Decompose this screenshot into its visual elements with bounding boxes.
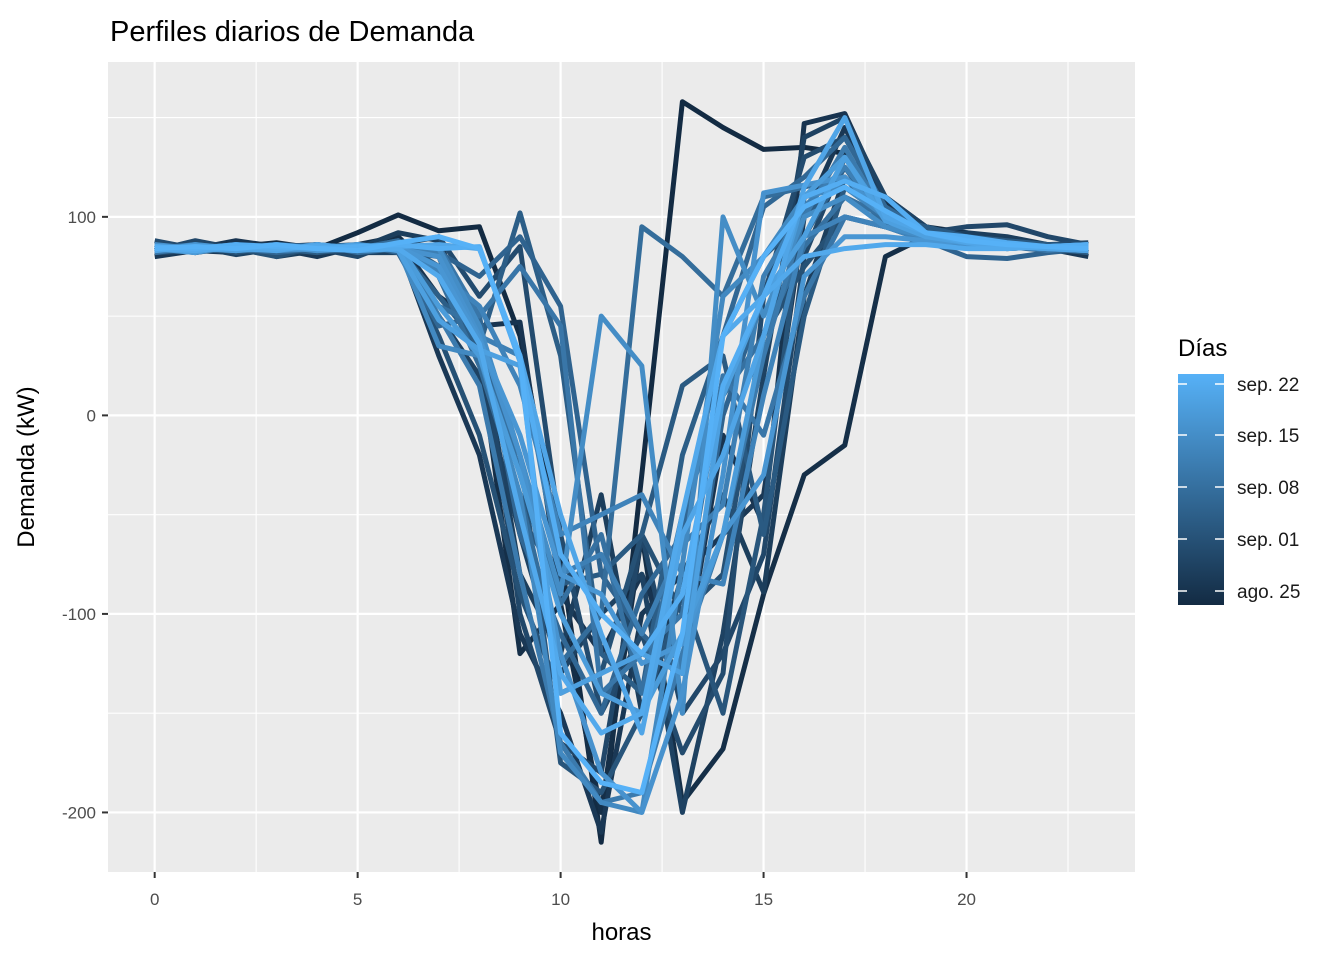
x-tick-label: 10 xyxy=(551,890,570,909)
y-axis-title: Demanda (kW) xyxy=(13,386,40,547)
x-tick-label: 0 xyxy=(150,890,159,909)
chart-title: Perfiles diarios de Demanda xyxy=(110,16,475,48)
x-tick-label: 15 xyxy=(754,890,773,909)
y-tick-label: -200 xyxy=(62,803,96,822)
legend-colorbar xyxy=(1178,374,1224,605)
legend-label: sep. 15 xyxy=(1237,426,1299,447)
legend-ticks: sep. 22 sep. 15 sep. 08 sep. 01 ago. 25 xyxy=(1178,375,1300,603)
legend-label: sep. 08 xyxy=(1237,478,1299,499)
y-axis: -200 -100 0 100 xyxy=(62,208,108,822)
legend-title: Días xyxy=(1178,335,1227,362)
x-axis-title: horas xyxy=(591,919,651,946)
y-tick-label: 0 xyxy=(87,406,96,425)
legend: Días sep. 22 sep. 15 sep. 08 sep. 01 ago. 25 xyxy=(1178,335,1300,605)
y-tick-label: 100 xyxy=(68,208,96,227)
grid-major xyxy=(108,62,1135,872)
series-line-30 xyxy=(154,184,1089,796)
series-group xyxy=(154,99,1089,845)
x-tick-label: 5 xyxy=(353,890,362,909)
legend-label: sep. 01 xyxy=(1237,530,1299,551)
plot-panel xyxy=(108,62,1135,872)
legend-label: sep. 22 xyxy=(1237,375,1299,396)
x-axis: 0 5 10 15 20 xyxy=(150,872,976,909)
x-tick-label: 20 xyxy=(957,890,976,909)
legend-label: ago. 25 xyxy=(1237,582,1300,603)
y-tick-label: -100 xyxy=(62,605,96,624)
